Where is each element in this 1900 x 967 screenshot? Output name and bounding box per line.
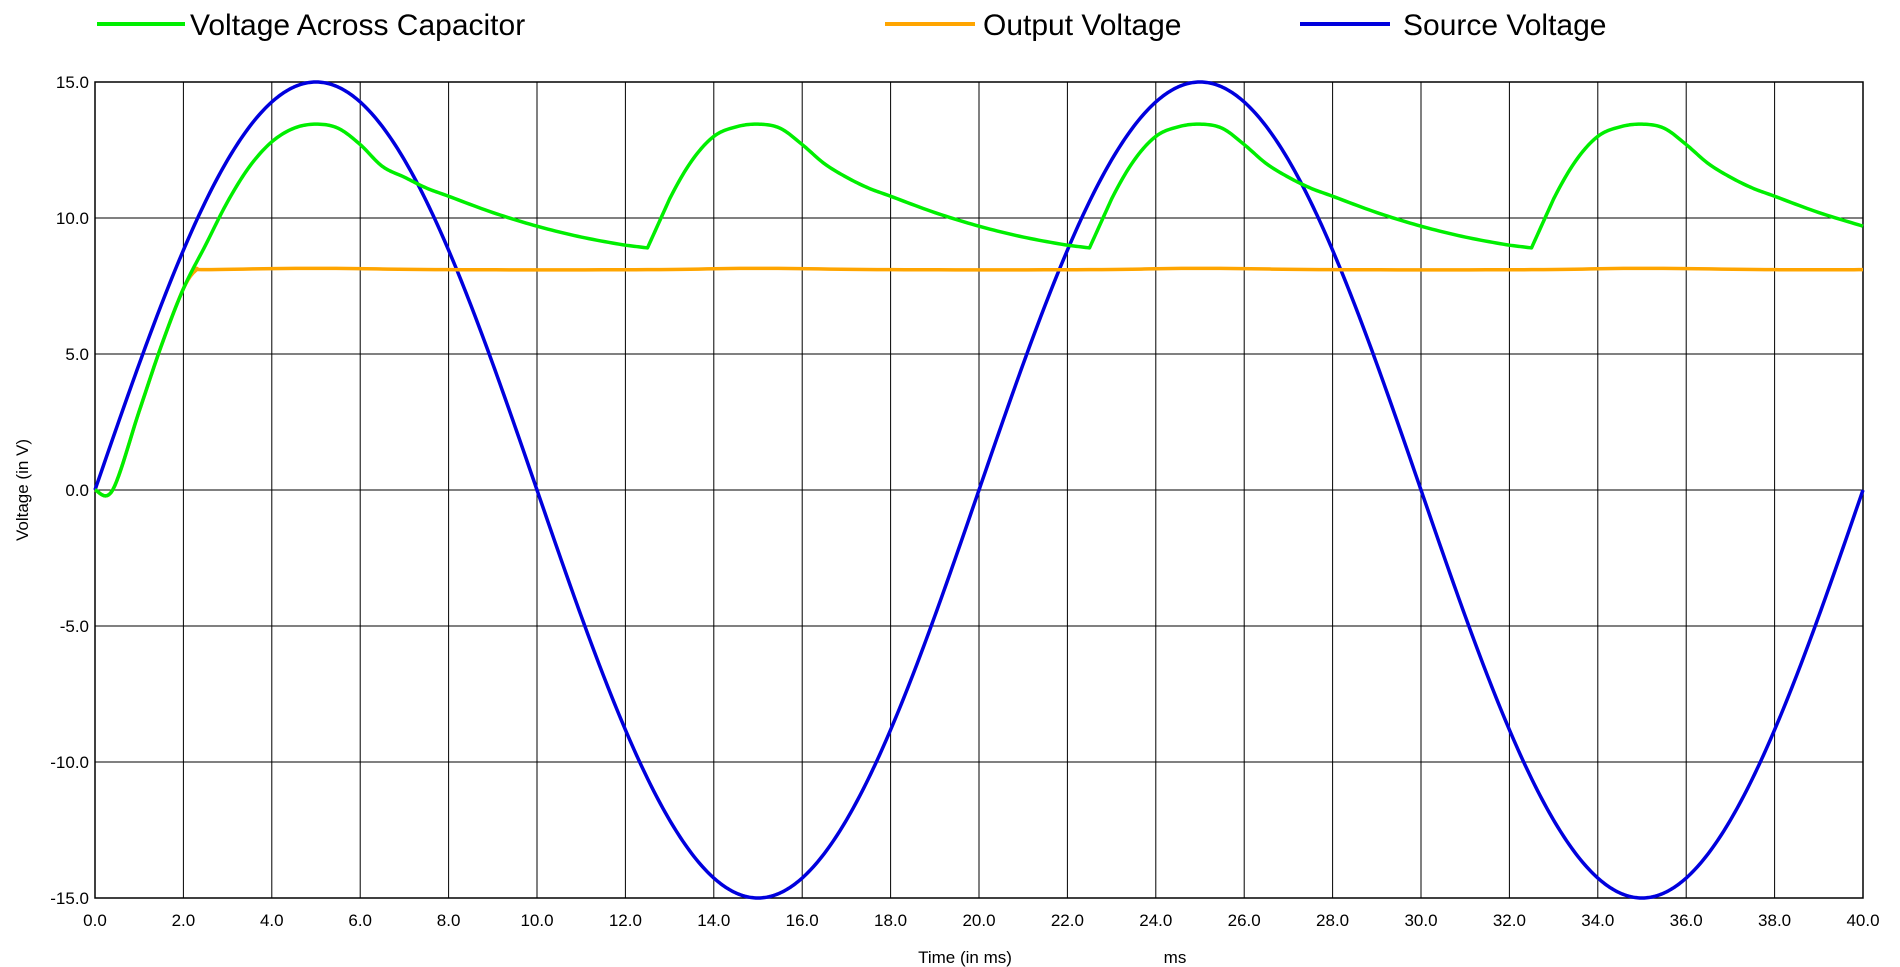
x-axis-unit: ms xyxy=(1164,948,1187,967)
y-tick-label: 15.0 xyxy=(56,73,89,92)
x-tick-label: 28.0 xyxy=(1316,911,1349,930)
x-tick-label: 30.0 xyxy=(1404,911,1437,930)
legend: Voltage Across Capacitor Output Voltage … xyxy=(97,9,1606,42)
x-tick-label: 36.0 xyxy=(1670,911,1703,930)
x-tick-label: 16.0 xyxy=(786,911,819,930)
x-tick-label: 26.0 xyxy=(1228,911,1261,930)
x-tick-label: 12.0 xyxy=(609,911,642,930)
x-tick-label: 6.0 xyxy=(348,911,372,930)
x-tick-label: 34.0 xyxy=(1581,911,1614,930)
y-tick-label: -10.0 xyxy=(50,753,89,772)
y-axis-title: Voltage (in V) xyxy=(13,439,32,541)
x-tick-label: 8.0 xyxy=(437,911,461,930)
x-tick-label: 2.0 xyxy=(172,911,196,930)
x-tick-label: 4.0 xyxy=(260,911,284,930)
x-tick-label: 38.0 xyxy=(1758,911,1791,930)
x-tick-label: 22.0 xyxy=(1051,911,1084,930)
y-tick-label: 10.0 xyxy=(56,209,89,228)
x-tick-label: 40.0 xyxy=(1846,911,1879,930)
y-tick-labels: 15.0 10.0 5.0 0.0 -5.0 -10.0 -15.0 xyxy=(50,73,89,908)
x-tick-labels: 0.0 2.0 4.0 6.0 8.0 10.0 12.0 14.0 16.0 18.0 20.0 2… xyxy=(83,911,1879,930)
y-tick-label: -15.0 xyxy=(50,889,89,908)
series-capacitor-line xyxy=(94,122,1864,498)
legend-label-capacitor: Voltage Across Capacitor xyxy=(190,9,525,42)
x-tick-label: 0.0 xyxy=(83,911,107,930)
x-tick-label: 20.0 xyxy=(962,911,995,930)
series-layer xyxy=(93,80,1865,900)
y-tick-label: -5.0 xyxy=(60,617,89,636)
x-tick-label: 14.0 xyxy=(697,911,730,930)
x-tick-label: 24.0 xyxy=(1139,911,1172,930)
x-tick-label: 10.0 xyxy=(520,911,553,930)
x-tick-label: 18.0 xyxy=(874,911,907,930)
y-tick-label: 0.0 xyxy=(65,481,89,500)
x-axis-title: Time (in ms) xyxy=(918,948,1012,967)
legend-label-source: Source Voltage xyxy=(1403,9,1606,42)
legend-label-output: Output Voltage xyxy=(983,9,1182,42)
series-source-line xyxy=(93,80,1865,900)
x-tick-label: 32.0 xyxy=(1493,911,1526,930)
y-tick-label: 5.0 xyxy=(65,345,89,364)
